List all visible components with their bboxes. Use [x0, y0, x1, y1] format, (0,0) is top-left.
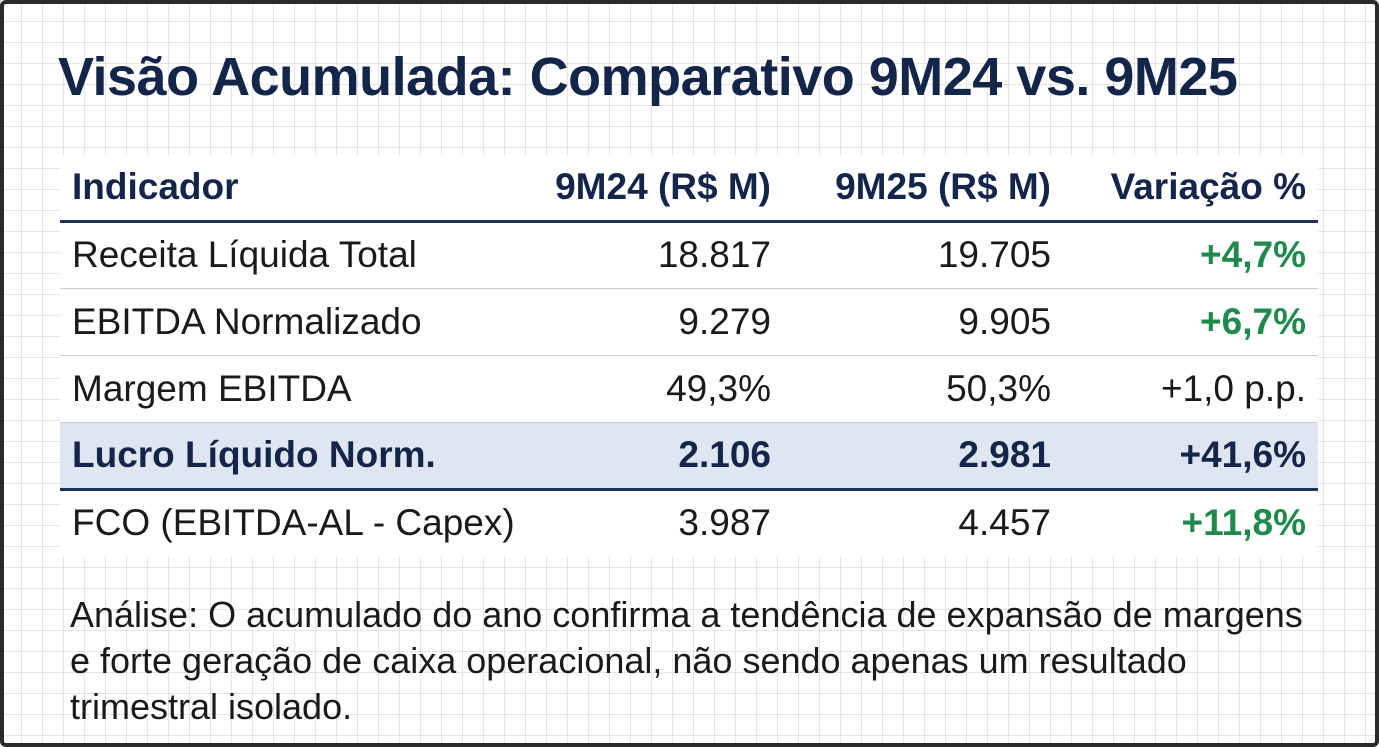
row-value-9m24: 18.817 — [528, 221, 783, 289]
table-row: EBITDA Normalizado 9.279 9.905 +6,7% — [60, 288, 1318, 356]
row-value-9m25: 2.981 — [783, 422, 1063, 491]
row-value-9m24: 2.106 — [528, 422, 783, 491]
table-row: Receita Líquida Total 18.817 19.705 +4,7… — [60, 221, 1318, 289]
row-indicator: Receita Líquida Total — [60, 221, 528, 289]
header-indicator: Indicador — [60, 155, 528, 223]
row-indicator: Lucro Líquido Norm. — [60, 422, 528, 491]
table-row: Margem EBITDA 49,3% 50,3% +1,0 p.p. — [60, 355, 1318, 423]
header-variation: Variação % — [1063, 155, 1318, 223]
row-variation: +4,7% — [1063, 221, 1318, 289]
comparison-table-container: Indicador 9M24 (R$ M) 9M25 (R$ M) Variaç… — [60, 155, 1318, 556]
row-indicator: FCO (EBITDA-AL - Capex) — [72, 502, 515, 544]
row-indicator: EBITDA Normalizado — [60, 288, 528, 356]
analysis-paragraph: Análise: O acumulado do ano confirma a t… — [70, 594, 1303, 727]
header-9m25: 9M25 (R$ M) — [783, 155, 1063, 223]
table-row-highlighted: Lucro Líquido Norm. 2.106 2.981 +41,6% — [60, 422, 1318, 491]
table-row: FCO (EBITDA-AL - Capex) 3.987 4.457 +11,… — [60, 489, 1318, 556]
row-variation: +6,7% — [1063, 288, 1318, 356]
row-value-9m24: 3.987 — [678, 502, 771, 544]
row-value-9m25: 9.905 — [783, 288, 1063, 356]
row-indicator: Margem EBITDA — [60, 355, 528, 423]
row-value-9m25: 50,3% — [783, 355, 1063, 423]
page-title: Visão Acumulada: Comparativo 9M24 vs. 9M… — [58, 47, 1238, 107]
row-value-9m25: 19.705 — [783, 221, 1063, 289]
row-variation: +11,8% — [1181, 502, 1306, 544]
comparison-table: Indicador 9M24 (R$ M) 9M25 (R$ M) Variaç… — [60, 155, 1318, 556]
row-variation: +1,0 p.p. — [1063, 355, 1318, 423]
row-variation: +41,6% — [1063, 422, 1318, 491]
row-value-9m24: 49,3% — [528, 355, 783, 423]
row-value-9m24: 9.279 — [528, 288, 783, 356]
row-value-9m25: 4.457 — [958, 502, 1051, 544]
table-header-row: Indicador 9M24 (R$ M) 9M25 (R$ M) Variaç… — [60, 155, 1318, 223]
header-9m24: 9M24 (R$ M) — [528, 155, 783, 223]
